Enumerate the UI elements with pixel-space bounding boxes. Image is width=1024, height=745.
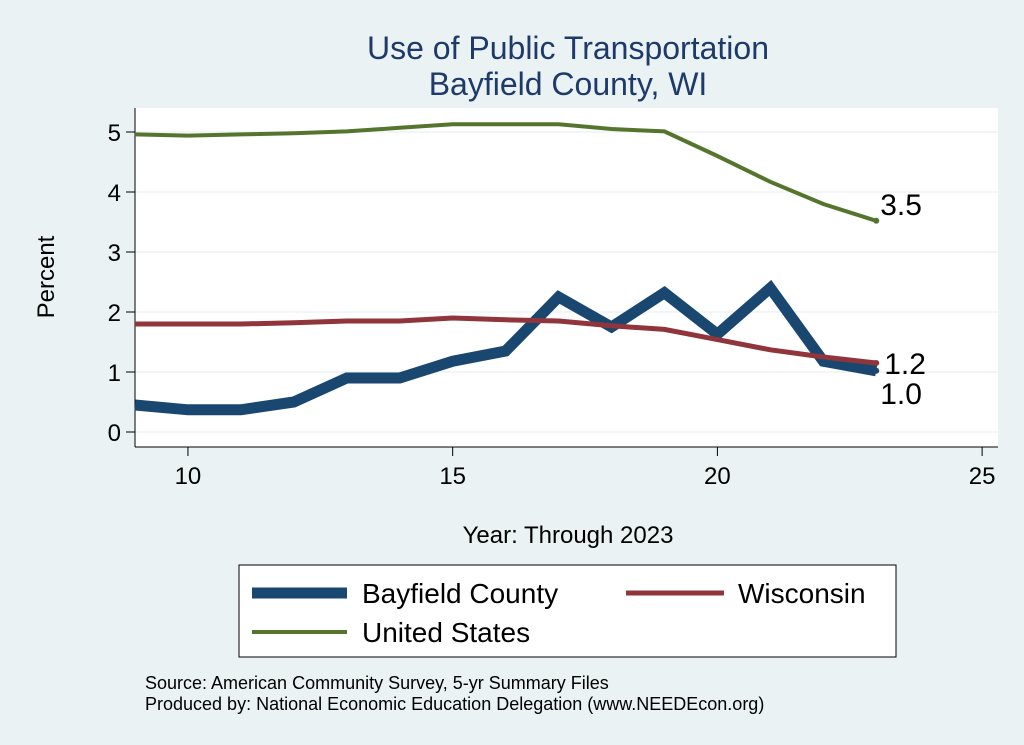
y-tick-label: 3 xyxy=(108,240,121,267)
y-tick-label: 4 xyxy=(108,180,121,207)
legend-label-bayfield: Bayfield County xyxy=(362,578,558,609)
series-lines xyxy=(134,122,878,416)
plot-background xyxy=(135,108,998,447)
legend-box xyxy=(238,564,897,658)
x-tick-label: 10 xyxy=(175,463,202,490)
x-tick-label: 15 xyxy=(439,463,466,490)
legend-label-wisconsin: Wisconsin xyxy=(738,578,866,609)
x-ticks: 10 15 20 25 xyxy=(175,447,996,490)
end-labels: 3.5 1.01.2 xyxy=(873,189,926,411)
y-tick-label: 1 xyxy=(108,360,121,387)
chart-title: Use of Public Transportation xyxy=(367,30,769,66)
end-point-united-states xyxy=(873,217,880,224)
y-tick-label: 2 xyxy=(108,300,121,327)
producer-note: Produced by: National Economic Education… xyxy=(145,694,764,714)
y-tick-label: 0 xyxy=(108,420,121,447)
end-label-wisconsin: 1.2 xyxy=(884,348,926,381)
end-point-bayfield-county xyxy=(873,367,880,374)
x-tick-label: 25 xyxy=(969,463,996,490)
legend-label-united-states: United States xyxy=(362,617,530,648)
series-line-united-states xyxy=(134,122,877,223)
legend: Bayfield County Wisconsin United States xyxy=(238,564,897,658)
source-note: Source: American Community Survey, 5-yr … xyxy=(145,673,609,693)
y-ticks: 0 1 2 3 4 5 xyxy=(108,120,135,447)
end-label-bayfield-county: 1.0 xyxy=(880,378,922,411)
series-line-bayfield-county xyxy=(134,279,878,416)
x-axis-title: Year: Through 2023 xyxy=(463,522,674,549)
series-line-wisconsin xyxy=(135,315,877,366)
end-label-united-states: 3.5 xyxy=(880,189,922,222)
y-tick-label: 5 xyxy=(108,120,121,147)
chart-subtitle: Bayfield County, WI xyxy=(429,66,708,102)
y-axis-title: Percent xyxy=(33,235,60,318)
end-point-wisconsin xyxy=(873,360,880,366)
x-tick-label: 20 xyxy=(704,463,731,490)
